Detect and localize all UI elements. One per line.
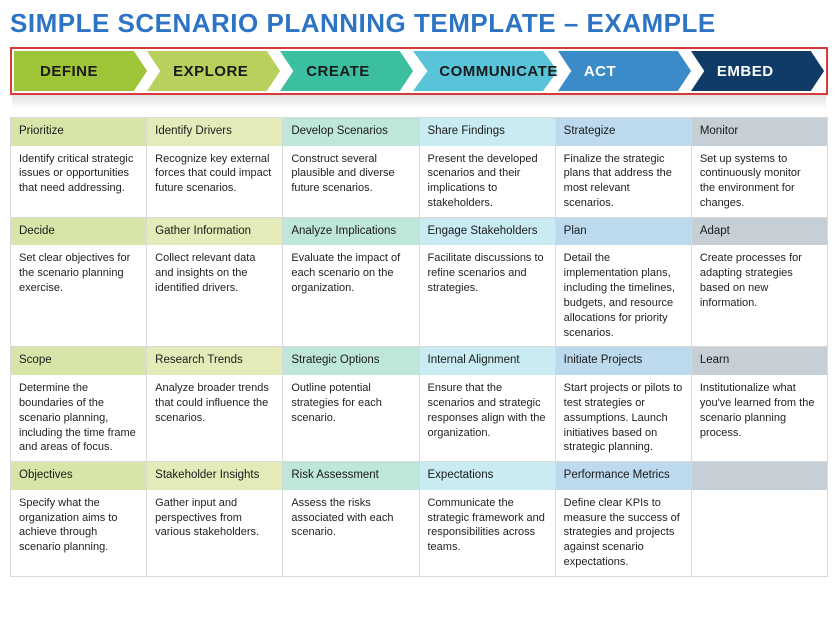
cell-heading: Learn <box>692 347 827 375</box>
grid-cell: Engage StakeholdersFacilitate discussion… <box>420 218 556 348</box>
cell-body: Assess the risks associated with each sc… <box>283 490 418 547</box>
cell-heading: Objectives <box>11 462 146 490</box>
cell-body: Specify what the organization aims to ac… <box>11 490 146 561</box>
cell-body: Collect relevant data and insights on th… <box>147 245 282 302</box>
chevron-reflection <box>12 95 826 109</box>
cell-heading: Research Trends <box>147 347 282 375</box>
grid-cell: LearnInstitutionalize what you've learne… <box>692 347 828 462</box>
cell-heading: Strategic Options <box>283 347 418 375</box>
cell-heading: Expectations <box>420 462 555 490</box>
cell-body: Define clear KPIs to measure the success… <box>556 490 691 576</box>
cell-body <box>692 490 827 517</box>
phase-label: EMBED <box>717 63 774 80</box>
grid-cell: DecideSet clear objectives for the scena… <box>11 218 147 348</box>
phase-chevron: CREATE <box>280 51 413 91</box>
cell-body: Communicate the strategic framework and … <box>420 490 555 561</box>
cell-heading: Scope <box>11 347 146 375</box>
phase-label: ACT <box>584 63 616 80</box>
grid-cell: Performance MetricsDefine clear KPIs to … <box>556 462 692 577</box>
cell-heading: Plan <box>556 218 691 246</box>
phase-label: COMMUNICATE <box>439 63 558 80</box>
grid-cell: Strategic OptionsOutline potential strat… <box>283 347 419 462</box>
grid-cell: PlanDetail the implementation plans, inc… <box>556 218 692 348</box>
cell-body: Determine the boundaries of the scenario… <box>11 375 146 461</box>
phase-chevron: ACT <box>558 51 691 91</box>
cell-body: Construct several plausible and diverse … <box>283 146 418 203</box>
grid-cell: ExpectationsCommunicate the strategic fr… <box>420 462 556 577</box>
grid-cell: ObjectivesSpecify what the organization … <box>11 462 147 577</box>
cell-body: Recognize key external forces that could… <box>147 146 282 203</box>
cell-heading: Strategize <box>556 118 691 146</box>
cell-heading: Internal Alignment <box>420 347 555 375</box>
grid-cell: StrategizeFinalize the strategic plans t… <box>556 118 692 218</box>
planning-grid: PrioritizeIdentify critical strategic is… <box>10 117 828 577</box>
phase-chevron-row: DEFINE EXPLORE CREATE COMMUNICATE ACT EMBED <box>10 47 828 95</box>
cell-heading: Risk Assessment <box>283 462 418 490</box>
phase-chevron: EMBED <box>691 51 824 91</box>
cell-heading: Decide <box>11 218 146 246</box>
cell-body: Facilitate discussions to refine scenari… <box>420 245 555 302</box>
grid-cell: Develop ScenariosConstruct several plaus… <box>283 118 419 218</box>
cell-heading: Performance Metrics <box>556 462 691 490</box>
cell-heading <box>692 462 827 490</box>
grid-cell: Initiate ProjectsStart projects or pilot… <box>556 347 692 462</box>
phase-label: DEFINE <box>40 63 98 80</box>
cell-heading: Prioritize <box>11 118 146 146</box>
phase-chevron: COMMUNICATE <box>413 51 558 91</box>
grid-cell: Risk AssessmentAssess the risks associat… <box>283 462 419 577</box>
cell-heading: Develop Scenarios <box>283 118 418 146</box>
grid-cell: Stakeholder InsightsGather input and per… <box>147 462 283 577</box>
cell-body: Set clear objectives for the scenario pl… <box>11 245 146 302</box>
grid-cell: PrioritizeIdentify critical strategic is… <box>11 118 147 218</box>
cell-heading: Gather Information <box>147 218 282 246</box>
phase-chevron: DEFINE <box>14 51 147 91</box>
cell-body: Set up systems to continuously monitor t… <box>692 146 827 217</box>
cell-heading: Identify Drivers <box>147 118 282 146</box>
cell-body: Institutionalize what you've learned fro… <box>692 375 827 446</box>
grid-cell: MonitorSet up systems to continuously mo… <box>692 118 828 218</box>
cell-body: Evaluate the impact of each scenario on … <box>283 245 418 302</box>
grid-cell <box>692 462 828 577</box>
grid-cell: Share FindingsPresent the developed scen… <box>420 118 556 218</box>
grid-cell: ScopeDetermine the boundaries of the sce… <box>11 347 147 462</box>
phase-chevron: EXPLORE <box>147 51 280 91</box>
cell-heading: Adapt <box>692 218 827 246</box>
cell-heading: Share Findings <box>420 118 555 146</box>
cell-heading: Monitor <box>692 118 827 146</box>
phase-label: EXPLORE <box>173 63 248 80</box>
grid-cell: Research TrendsAnalyze broader trends th… <box>147 347 283 462</box>
cell-heading: Stakeholder Insights <box>147 462 282 490</box>
cell-body: Start projects or pilots to test strateg… <box>556 375 691 461</box>
grid-cell: Internal AlignmentEnsure that the scenar… <box>420 347 556 462</box>
cell-body: Finalize the strategic plans that addres… <box>556 146 691 217</box>
cell-heading: Engage Stakeholders <box>420 218 555 246</box>
cell-heading: Analyze Implications <box>283 218 418 246</box>
cell-body: Analyze broader trends that could influe… <box>147 375 282 432</box>
cell-body: Identify critical strategic issues or op… <box>11 146 146 203</box>
cell-body: Outline potential strategies for each sc… <box>283 375 418 432</box>
cell-body: Gather input and perspectives from vario… <box>147 490 282 547</box>
cell-body: Detail the implementation plans, includi… <box>556 245 691 346</box>
cell-body: Create processes for adapting strategies… <box>692 245 827 316</box>
grid-cell: AdaptCreate processes for adapting strat… <box>692 218 828 348</box>
page-title: SIMPLE SCENARIO PLANNING TEMPLATE – EXAM… <box>10 8 828 39</box>
cell-body: Present the developed scenarios and thei… <box>420 146 555 217</box>
grid-cell: Gather InformationCollect relevant data … <box>147 218 283 348</box>
grid-cell: Analyze ImplicationsEvaluate the impact … <box>283 218 419 348</box>
grid-cell: Identify DriversRecognize key external f… <box>147 118 283 218</box>
phase-label: CREATE <box>306 63 370 80</box>
cell-body: Ensure that the scenarios and strategic … <box>420 375 555 446</box>
cell-heading: Initiate Projects <box>556 347 691 375</box>
